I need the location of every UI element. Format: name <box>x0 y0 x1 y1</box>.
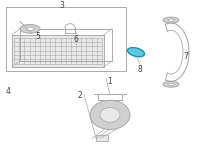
Text: 5: 5 <box>36 32 40 41</box>
Text: 6: 6 <box>74 35 78 44</box>
Ellipse shape <box>168 83 174 85</box>
Ellipse shape <box>168 19 174 21</box>
Ellipse shape <box>20 24 40 33</box>
Ellipse shape <box>163 81 179 87</box>
FancyBboxPatch shape <box>12 35 104 67</box>
Text: 2: 2 <box>78 91 82 100</box>
Text: 3: 3 <box>60 1 64 10</box>
Circle shape <box>90 100 130 130</box>
Text: 7: 7 <box>184 52 188 61</box>
Circle shape <box>100 108 120 122</box>
FancyBboxPatch shape <box>96 135 108 141</box>
Text: 1: 1 <box>108 77 112 86</box>
Text: 8: 8 <box>138 65 142 74</box>
Text: 4: 4 <box>6 87 10 96</box>
Ellipse shape <box>163 17 179 23</box>
Ellipse shape <box>128 48 144 57</box>
Ellipse shape <box>26 27 34 30</box>
